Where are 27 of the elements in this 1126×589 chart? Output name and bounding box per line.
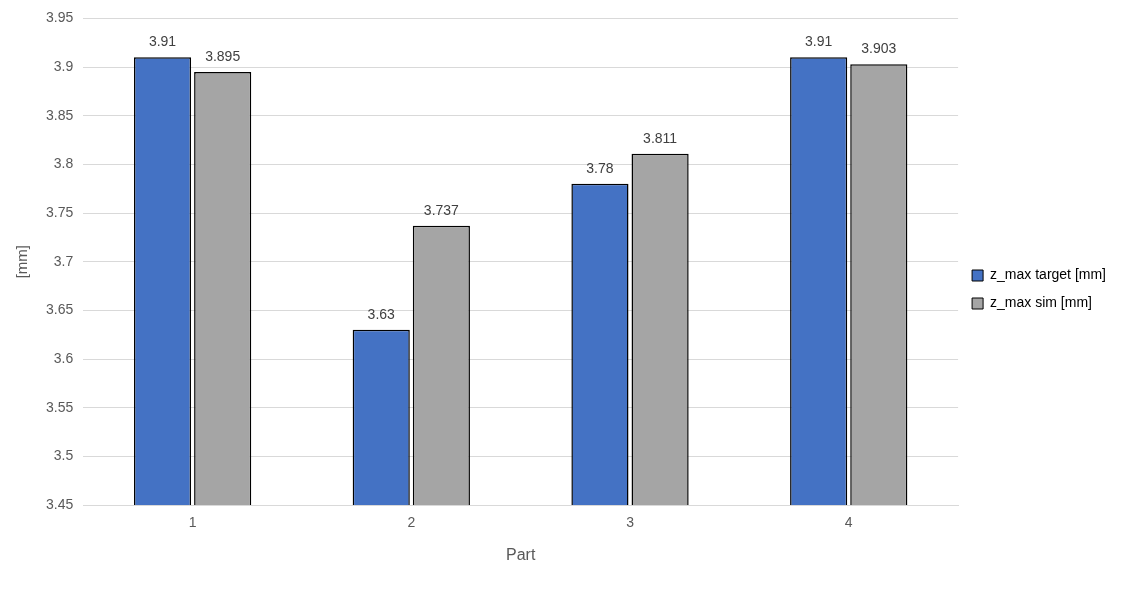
y-tick-label: 3.5 [53, 447, 74, 464]
y-tick-label: 3.65 [46, 301, 74, 318]
data-label: 3.78 [586, 159, 614, 176]
data-label: 3.91 [148, 33, 177, 50]
y-tick-label: 3.45 [46, 495, 74, 512]
y-axis-title: [mm] [13, 245, 31, 279]
x-tick-label: 2 [407, 514, 416, 531]
data-label: 3.895 [205, 47, 241, 64]
y-tick-label: 3.7 [53, 252, 74, 269]
data-label: 3.91 [805, 33, 833, 50]
legend-label: z_max target [mm] [990, 266, 1106, 283]
data-label: 3.903 [861, 40, 897, 56]
x-tick-label: 1 [188, 514, 197, 531]
y-tick-label: 3.6 [53, 349, 74, 366]
y-tick-label: 3.85 [46, 106, 74, 123]
y-tick-label: 3.75 [46, 203, 74, 220]
y-tick-label: 3.95 [46, 9, 74, 26]
x-tick-label: 3 [626, 514, 635, 531]
y-tick-label: 3.9 [53, 57, 74, 74]
data-label: 3.737 [423, 201, 460, 218]
x-axis-title: Part [505, 545, 536, 563]
x-tick-label: 4 [844, 514, 853, 531]
data-label: 3.63 [367, 305, 396, 322]
data-label: 3.811 [643, 129, 678, 146]
y-tick-label: 3.8 [53, 155, 74, 172]
legend-label: z_max sim [mm] [990, 294, 1092, 311]
y-tick-label: 3.55 [46, 398, 74, 415]
